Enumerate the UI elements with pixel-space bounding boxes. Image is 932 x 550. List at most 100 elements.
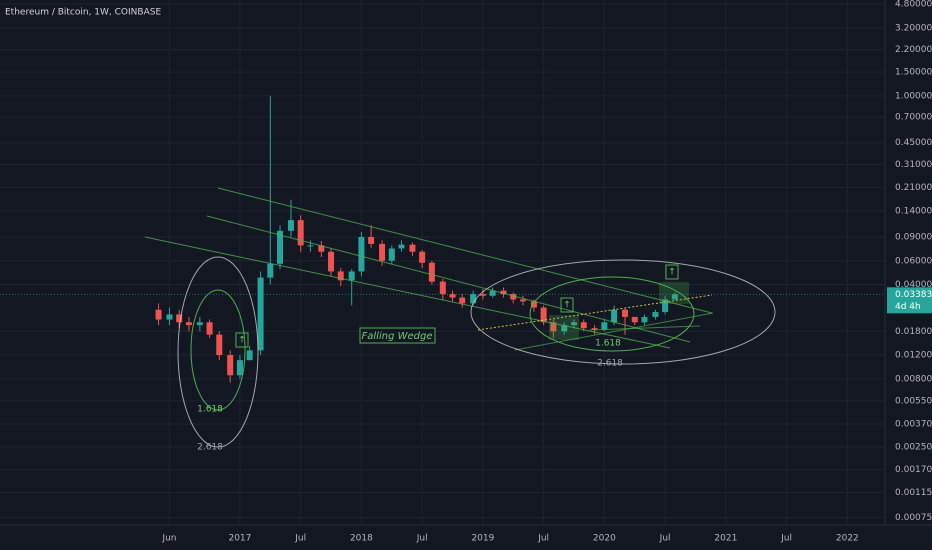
annotation: Falling Wedge xyxy=(362,331,433,342)
candle-body xyxy=(216,334,223,356)
y-tick-label: 0.04000 xyxy=(895,280,932,290)
candle-body xyxy=(409,244,416,252)
y-tick-label: 0.14000 xyxy=(895,207,932,217)
x-tick-label: 2020 xyxy=(593,534,616,544)
annotation: ↑ xyxy=(668,268,676,278)
y-tick-label: 3.20000 xyxy=(895,23,932,33)
candle-body xyxy=(348,271,355,281)
candle-body xyxy=(561,325,568,332)
candle-body xyxy=(185,322,192,326)
candle-body xyxy=(459,297,466,304)
x-tick-label: 2017 xyxy=(228,534,251,544)
candle-body xyxy=(246,350,253,361)
x-tick-label: 2022 xyxy=(836,534,859,544)
wedge-line xyxy=(144,236,671,349)
candle-body xyxy=(641,316,648,323)
wedge-line xyxy=(217,187,713,314)
y-tick-label: 0.09000 xyxy=(895,233,932,243)
y-tick-label: 0.00370 xyxy=(895,419,932,429)
candle-body xyxy=(622,309,629,317)
candle-body xyxy=(580,322,587,329)
candle-body xyxy=(155,309,162,320)
candle-body xyxy=(196,322,203,326)
annotation: ↑ xyxy=(563,301,571,311)
candle-body xyxy=(419,251,426,263)
trend-line xyxy=(477,294,713,331)
x-tick-label: Jul xyxy=(780,534,792,544)
candle-body xyxy=(631,316,638,323)
arrow-box xyxy=(560,297,574,313)
y-tick-label: 0.00170 xyxy=(895,465,932,475)
chart-title: Ethereum / Bitcoin, 1W, COINBASE xyxy=(5,8,161,18)
candle-body xyxy=(388,248,395,261)
y-tick-label: 0.00075 xyxy=(895,513,932,523)
candle-body xyxy=(328,251,335,272)
y-tick-label: 2.20000 xyxy=(895,45,932,55)
y-tick-label: 0.00800 xyxy=(895,374,932,384)
x-tick-label: 2021 xyxy=(714,534,737,544)
candle-body xyxy=(470,294,477,304)
y-tick-label: 4.80000 xyxy=(895,0,932,10)
fan-line xyxy=(514,312,714,351)
candle-body xyxy=(662,299,669,313)
wedge-line xyxy=(206,215,691,343)
y-tick-label: 0.70000 xyxy=(895,112,932,122)
candle-body xyxy=(166,314,173,320)
y-tick-label: 0.00115 xyxy=(895,488,932,498)
candle-body xyxy=(297,220,304,246)
y-tick-label: 0.00250 xyxy=(895,442,932,452)
annotation: ↑ xyxy=(238,336,246,346)
candle-body xyxy=(307,245,314,247)
candle-body xyxy=(550,322,557,332)
candle-body xyxy=(428,262,435,282)
arrow-box xyxy=(665,264,679,280)
x-tick-label: Jul xyxy=(416,534,428,544)
annotation: 2.618 xyxy=(197,443,223,453)
annotation: 1.618 xyxy=(197,405,223,415)
candle-body xyxy=(591,328,598,330)
fan-line xyxy=(589,325,701,331)
fib-ellipse xyxy=(470,259,776,365)
arrow-box xyxy=(235,332,249,348)
candle-body xyxy=(257,277,264,351)
fib-ellipse xyxy=(190,289,246,411)
candle-body xyxy=(652,312,659,317)
y-tick-label: 0.01800 xyxy=(895,327,932,337)
candle-body xyxy=(510,294,517,300)
annotation: 2.618 xyxy=(597,359,623,369)
candle-body xyxy=(479,294,486,296)
candle-body xyxy=(368,237,375,244)
fib-ellipse xyxy=(177,256,259,448)
y-tick-label: 0.45000 xyxy=(895,138,932,148)
x-tick-label: Jul xyxy=(294,534,306,544)
x-tick-label: 2018 xyxy=(350,534,373,544)
highlight xyxy=(549,315,579,340)
candle-body xyxy=(449,294,456,298)
candle-body xyxy=(267,263,274,278)
price-tag-label: 0.03383 xyxy=(895,290,932,300)
price-tag xyxy=(887,287,932,314)
candle-body xyxy=(611,309,618,323)
candle-body xyxy=(358,237,365,272)
candle-body xyxy=(318,245,325,252)
candle-body xyxy=(337,271,344,281)
fib-ellipse xyxy=(529,276,695,352)
candle-body xyxy=(530,301,537,308)
candle-body xyxy=(277,230,284,264)
y-tick-label: 1.00000 xyxy=(895,91,932,101)
candle-body xyxy=(206,322,213,335)
candle-body xyxy=(671,294,678,300)
candle-body xyxy=(176,314,183,323)
x-tick-label: Jun xyxy=(161,534,176,544)
y-tick-label: 1.50000 xyxy=(895,68,932,78)
candle-body xyxy=(379,243,386,261)
candle-body xyxy=(287,220,294,231)
countdown-label: 4d 4h xyxy=(895,302,921,312)
candle-body xyxy=(540,307,547,323)
label-box xyxy=(359,327,436,344)
annotation: 1.618 xyxy=(595,339,621,349)
y-tick-label: 0.00550 xyxy=(895,396,932,406)
